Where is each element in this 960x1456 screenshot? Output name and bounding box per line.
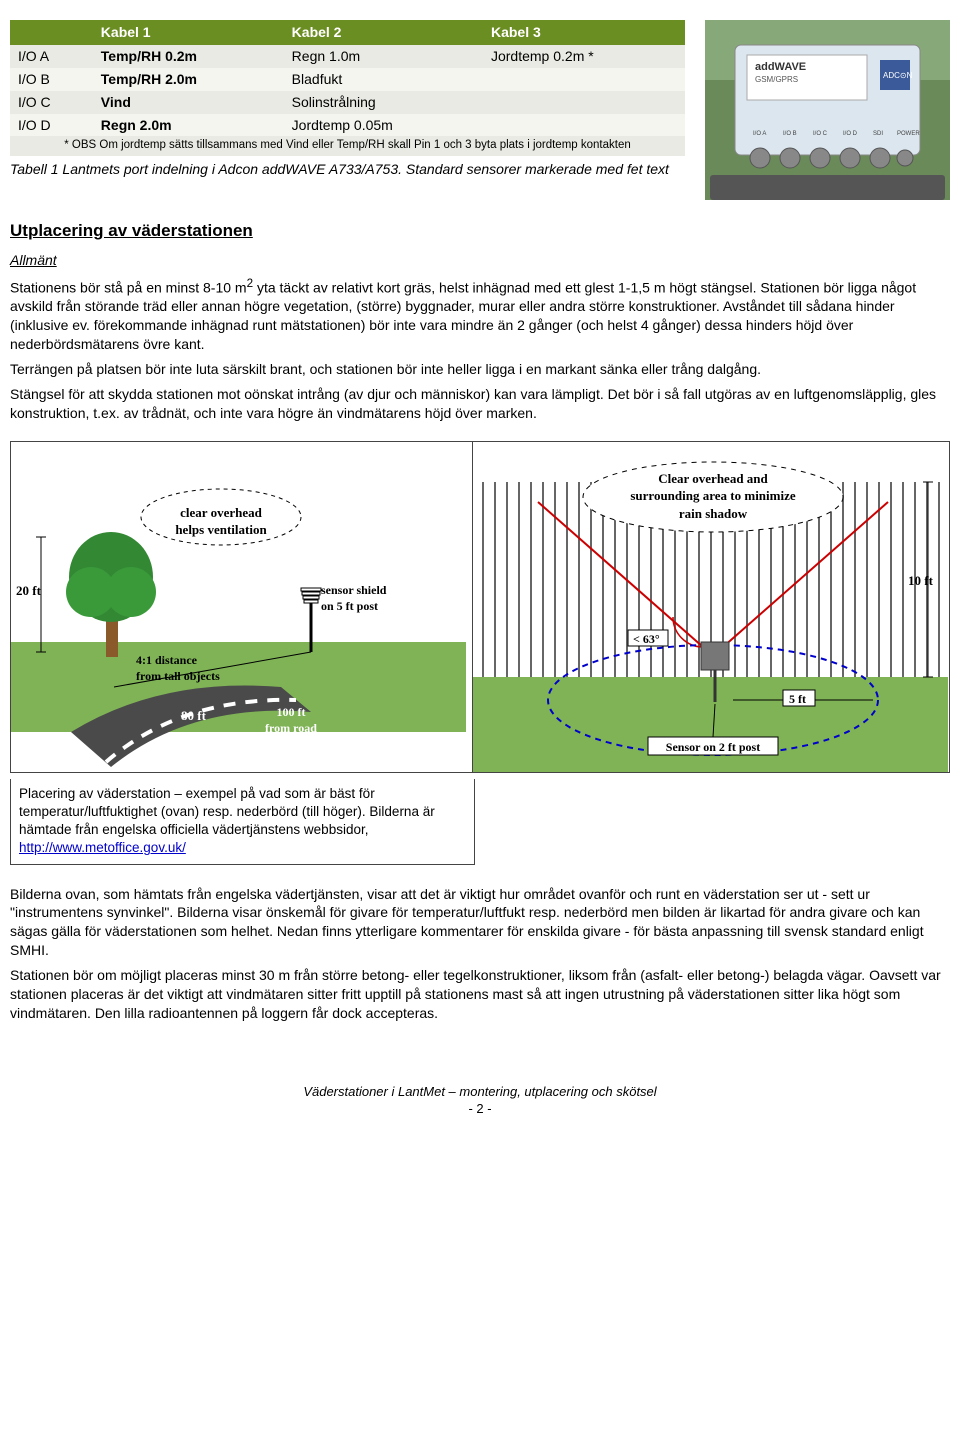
svg-text:I/O B: I/O B bbox=[783, 131, 797, 137]
paragraph-4: Bilderna ovan, som hämtats från engelska… bbox=[10, 885, 950, 961]
diagram-caption: Placering av väderstation – exempel på v… bbox=[10, 779, 475, 865]
paragraph-3: Stängsel för att skydda stationen mot oö… bbox=[10, 385, 950, 423]
svg-text:ADC⊙N: ADC⊙N bbox=[883, 71, 913, 80]
th-kabel3: Kabel 3 bbox=[483, 20, 685, 45]
paragraph-5: Stationen bör om möjligt placeras minst … bbox=[10, 966, 950, 1023]
paragraph-2: Terrängen på platsen bör inte luta särsk… bbox=[10, 360, 950, 379]
diagram-ventilation: clear overheadhelps ventilation sensor s… bbox=[11, 442, 466, 772]
table-row: I/O A Temp/RH 0.2m Regn 1.0m Jordtemp 0.… bbox=[10, 45, 685, 68]
label-100ft: 100 ftfrom road bbox=[256, 704, 326, 736]
label-5ft: 5 ft bbox=[789, 691, 806, 707]
label-80ft: 80 ft bbox=[181, 707, 206, 725]
svg-text:I/O A: I/O A bbox=[753, 131, 766, 137]
svg-text:addWAVE: addWAVE bbox=[755, 61, 806, 73]
paragraph-1: Stationens bör stå på en minst 8-10 m2 y… bbox=[10, 276, 950, 354]
label-clear-overhead: clear overheadhelps ventilation bbox=[161, 504, 281, 539]
label-sensor-shield: sensor shieldon 5 ft post bbox=[321, 582, 411, 614]
metoffice-link[interactable]: http://www.metoffice.gov.uk/ bbox=[19, 840, 186, 855]
label-clear-overhead-rain: Clear overhead andsurrounding area to mi… bbox=[613, 470, 813, 523]
svg-text:GSM/GPRS: GSM/GPRS bbox=[755, 75, 798, 84]
footer: Väderstationer i LantMet – montering, ut… bbox=[10, 1083, 950, 1118]
table-caption: Tabell 1 Lantmets port indelning i Adcon… bbox=[10, 160, 685, 179]
label-10ft: 10 ft bbox=[908, 572, 933, 590]
table-note-row: * OBS Om jordtemp sätts tillsammans med … bbox=[10, 136, 685, 156]
heading-utplacering: Utplacering av väderstationen bbox=[10, 220, 950, 243]
table-row: I/O D Regn 2.0m Jordtemp 0.05m bbox=[10, 114, 685, 137]
svg-text:I/O D: I/O D bbox=[843, 131, 858, 137]
diagram-rain-shadow: Clear overhead andsurrounding area to mi… bbox=[472, 442, 948, 772]
th-kabel2: Kabel 2 bbox=[284, 20, 483, 45]
io-table-block: Kabel 1 Kabel 2 Kabel 3 I/O A Temp/RH 0.… bbox=[10, 20, 685, 200]
th-kabel1: Kabel 1 bbox=[93, 20, 284, 45]
diagram-row: clear overheadhelps ventilation sensor s… bbox=[10, 441, 950, 773]
label-angle: < 63° bbox=[633, 631, 660, 647]
svg-text:I/O C: I/O C bbox=[813, 131, 828, 137]
table-row: I/O B Temp/RH 2.0m Bladfukt bbox=[10, 68, 685, 91]
label-20ft: 20 ft bbox=[16, 582, 41, 600]
svg-text:SDI: SDI bbox=[873, 131, 883, 137]
svg-text:POWER: POWER bbox=[897, 131, 920, 137]
label-41-distance: 4:1 distancefrom tall objects bbox=[136, 652, 246, 684]
page-number: - 2 - bbox=[10, 1100, 950, 1118]
table-row: I/O C Vind Solinstrålning bbox=[10, 91, 685, 114]
io-table: Kabel 1 Kabel 2 Kabel 3 I/O A Temp/RH 0.… bbox=[10, 20, 685, 156]
th-blank bbox=[10, 20, 93, 45]
label-sensor-2ft: Sensor on 2 ft post bbox=[653, 739, 773, 755]
subhead-allmant: Allmänt bbox=[10, 251, 950, 270]
device-photo: addWAVE GSM/GPRS ADC⊙N I/O A I/O B I/O C… bbox=[705, 20, 950, 200]
